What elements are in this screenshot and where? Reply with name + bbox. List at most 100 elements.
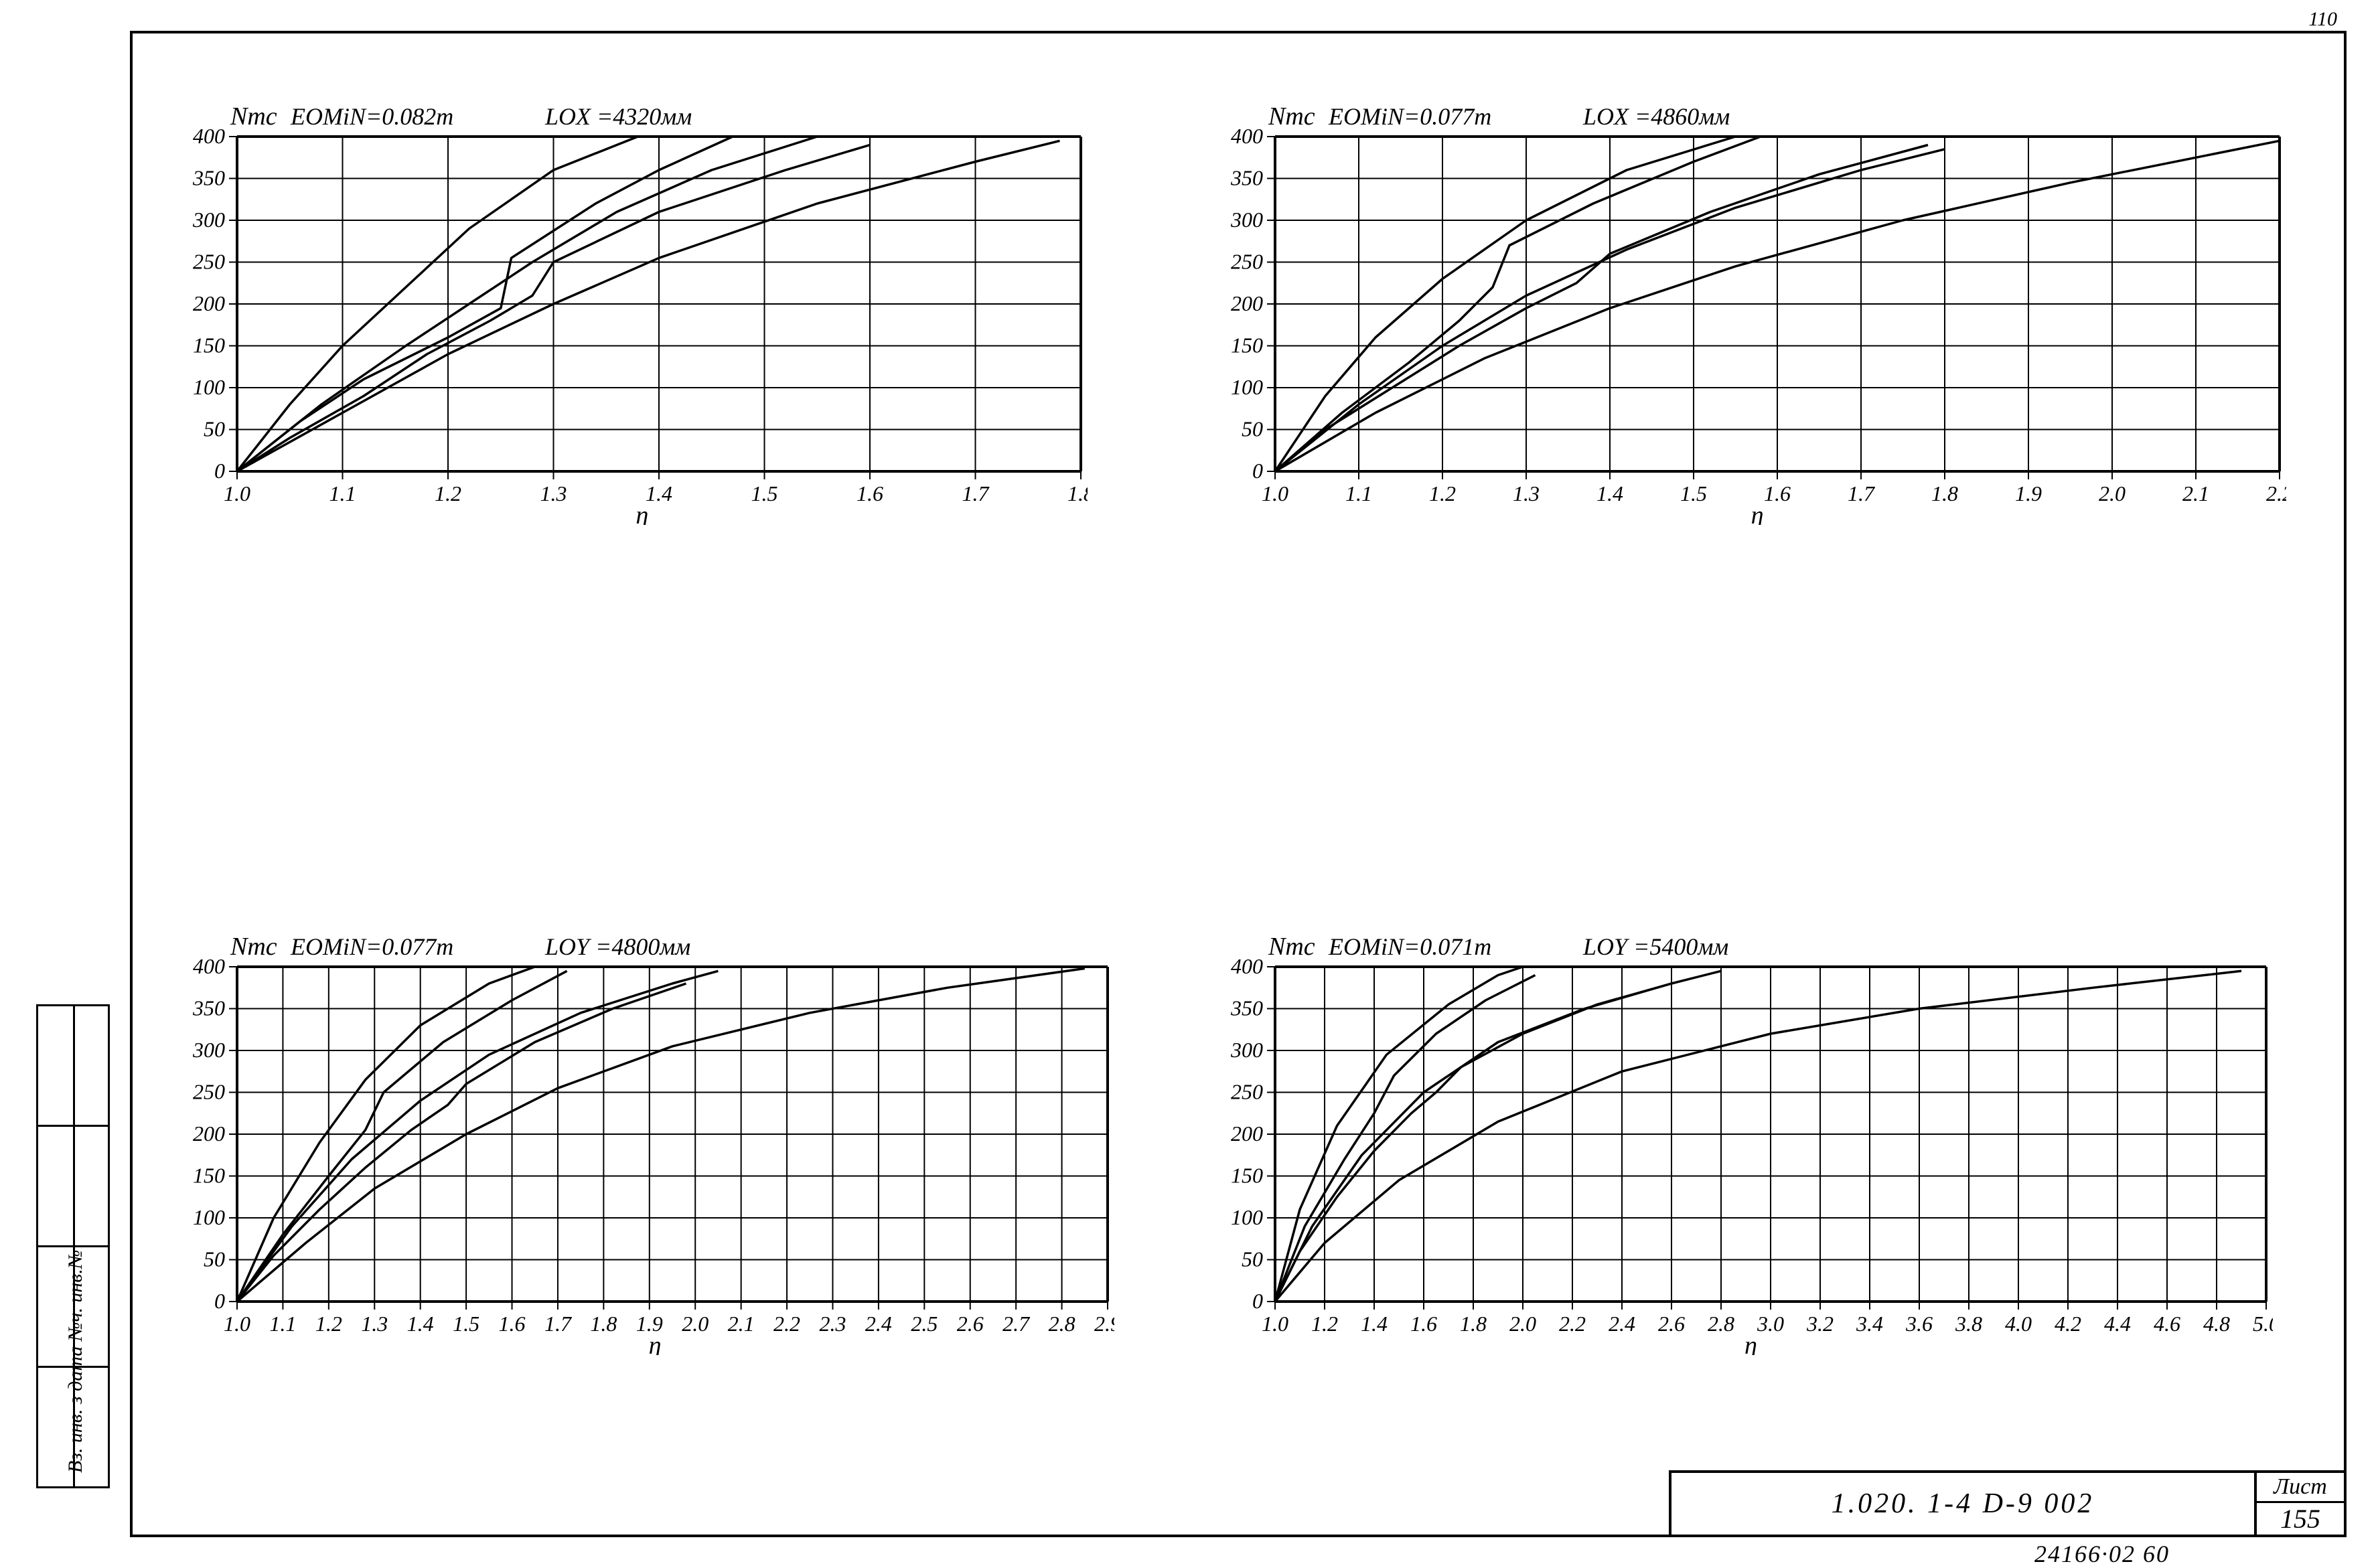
x-tick-label: 1.2 bbox=[315, 1312, 342, 1336]
x-tick-label: 1.4 bbox=[1361, 1312, 1388, 1336]
x-tick-label: 4.6 bbox=[2154, 1312, 2180, 1336]
y-tick-label: 50 bbox=[1242, 1247, 1263, 1271]
x-tick-label: 2.8 bbox=[1708, 1312, 1734, 1336]
y-tick-label: 150 bbox=[193, 333, 225, 358]
x-tick-label: 2.0 bbox=[2099, 481, 2126, 505]
y-axis-title: Nтс bbox=[1268, 933, 1315, 961]
chart-panel-tl: 1.01.11.21.31.41.51.61.71.80501001502002… bbox=[190, 96, 1088, 525]
y-tick-label: 300 bbox=[1230, 1038, 1263, 1062]
x-tick-label: 1.6 bbox=[1410, 1312, 1437, 1336]
x-tick-label: 3.8 bbox=[1955, 1312, 1982, 1336]
x-tick-label: 2.1 bbox=[2182, 481, 2209, 505]
y-tick-label: 100 bbox=[1231, 1205, 1263, 1229]
document-code: 1.020. 1-4 D-9 002 bbox=[1671, 1473, 2257, 1535]
y-axis-title: Nтс bbox=[1268, 102, 1315, 131]
y-tick-label: 50 bbox=[1242, 417, 1263, 441]
x-tick-label: 4.0 bbox=[2005, 1312, 2032, 1336]
x-tick-label: 3.6 bbox=[1905, 1312, 1933, 1336]
x-tick-label: 1.1 bbox=[1345, 481, 1372, 505]
x-tick-label: 3.4 bbox=[1856, 1312, 1883, 1336]
y-tick-label: 300 bbox=[192, 208, 225, 232]
x-tick-label: 1.4 bbox=[1596, 481, 1623, 505]
x-axis-title: η bbox=[1751, 501, 1764, 525]
x-tick-label: 2.2 bbox=[2266, 481, 2286, 505]
x-tick-label: 1.4 bbox=[407, 1312, 434, 1336]
y-tick-label: 250 bbox=[1231, 250, 1263, 274]
x-tick-label: 1.8 bbox=[1931, 481, 1958, 505]
x-tick-label: 2.2 bbox=[773, 1312, 800, 1336]
y-tick-label: 100 bbox=[193, 1205, 225, 1229]
x-tick-label: 2.5 bbox=[911, 1312, 938, 1336]
x-tick-label: 5.0 bbox=[2253, 1312, 2273, 1336]
x-tick-label: 1.0 bbox=[1262, 1312, 1288, 1336]
x-tick-label: 2.0 bbox=[1509, 1312, 1536, 1336]
x-tick-label: 1.7 bbox=[1848, 481, 1876, 505]
chart-tl: 1.01.11.21.31.41.51.61.71.80501001502002… bbox=[190, 96, 1088, 525]
y-tick-label: 50 bbox=[204, 1247, 225, 1271]
x-tick-label: 1.5 bbox=[751, 481, 778, 505]
x-tick-label: 1.8 bbox=[1067, 481, 1088, 505]
x-tick-label: 1.2 bbox=[435, 481, 461, 505]
left-margin-text: Вз. инв. з дата №ч. инв.№ bbox=[64, 1250, 87, 1473]
curve bbox=[1275, 975, 1536, 1302]
chart-bl: 1.01.11.21.31.41.51.61.71.81.92.02.12.22… bbox=[190, 927, 1114, 1355]
parameter-label: LOX =4860мм bbox=[1582, 103, 1730, 130]
chart-panel-br: 1.01.21.41.61.82.02.22.42.62.83.03.23.43… bbox=[1228, 927, 2273, 1355]
chart-panel-bl: 1.01.11.21.31.41.51.61.71.81.92.02.12.22… bbox=[190, 927, 1114, 1355]
x-tick-label: 2.9 bbox=[1094, 1312, 1114, 1336]
x-tick-label: 2.6 bbox=[1658, 1312, 1685, 1336]
x-tick-label: 1.6 bbox=[499, 1312, 526, 1336]
left-margin-strip: Вз. инв. з дата №ч. инв.№ bbox=[36, 1004, 110, 1486]
y-tick-label: 350 bbox=[192, 996, 225, 1020]
y-tick-label: 0 bbox=[214, 1289, 225, 1313]
y-tick-label: 200 bbox=[1231, 1121, 1263, 1146]
footer-note: 24166·02 60 bbox=[2034, 1540, 2170, 1568]
x-axis-title: η bbox=[1744, 1332, 1757, 1355]
y-tick-label: 100 bbox=[193, 375, 225, 399]
y-tick-label: 250 bbox=[193, 1080, 225, 1104]
page: 1.020. 1-4 D-9 002 Лист 155 110 24166·02… bbox=[0, 0, 2380, 1565]
x-tick-label: 1.1 bbox=[269, 1312, 296, 1336]
y-tick-label: 350 bbox=[1230, 996, 1263, 1020]
x-tick-label: 1.7 bbox=[962, 481, 990, 505]
drawing-frame: 1.020. 1-4 D-9 002 Лист 155 110 24166·02… bbox=[130, 31, 2347, 1537]
parameter-label: EOMiN=0.082m bbox=[290, 103, 453, 130]
x-tick-label: 4.4 bbox=[2104, 1312, 2131, 1336]
curve bbox=[1275, 971, 2241, 1302]
x-tick-label: 1.8 bbox=[590, 1312, 617, 1336]
y-tick-label: 250 bbox=[1231, 1080, 1263, 1104]
curve bbox=[237, 141, 1060, 471]
x-tick-label: 1.4 bbox=[646, 481, 672, 505]
x-tick-label: 1.0 bbox=[224, 481, 250, 505]
x-tick-label: 1.9 bbox=[2015, 481, 2042, 505]
y-tick-label: 50 bbox=[204, 417, 225, 441]
x-tick-label: 2.1 bbox=[728, 1312, 755, 1336]
curve bbox=[1275, 971, 1721, 1302]
y-tick-label: 350 bbox=[192, 166, 225, 190]
x-tick-label: 1.8 bbox=[1460, 1312, 1487, 1336]
parameter-label: LOY =5400мм bbox=[1582, 933, 1728, 960]
x-tick-label: 1.1 bbox=[329, 481, 356, 505]
x-tick-label: 1.3 bbox=[361, 1312, 388, 1336]
y-tick-label: 0 bbox=[1252, 1289, 1263, 1313]
x-tick-label: 1.5 bbox=[453, 1312, 479, 1336]
x-tick-label: 2.7 bbox=[1002, 1312, 1031, 1336]
y-tick-label: 200 bbox=[193, 1121, 225, 1146]
x-tick-label: 1.2 bbox=[1429, 481, 1456, 505]
y-axis-title: Nтс bbox=[230, 933, 277, 961]
y-tick-label: 400 bbox=[1231, 124, 1263, 148]
y-tick-label: 400 bbox=[1231, 954, 1263, 978]
x-tick-label: 1.0 bbox=[1262, 481, 1288, 505]
sheet-label: Лист bbox=[2257, 1473, 2344, 1503]
parameter-label: EOMiN=0.071m bbox=[1328, 933, 1491, 960]
x-tick-label: 2.4 bbox=[1609, 1312, 1635, 1336]
x-tick-label: 1.3 bbox=[540, 481, 567, 505]
y-tick-label: 0 bbox=[1252, 459, 1263, 483]
y-tick-label: 100 bbox=[1231, 375, 1263, 399]
x-axis-title: η bbox=[636, 501, 648, 525]
parameter-label: LOY =4800мм bbox=[544, 933, 690, 960]
page-number-top: 110 bbox=[2308, 8, 2337, 31]
y-tick-label: 150 bbox=[193, 1164, 225, 1188]
y-tick-label: 200 bbox=[1231, 291, 1263, 315]
curve bbox=[237, 969, 1085, 1302]
